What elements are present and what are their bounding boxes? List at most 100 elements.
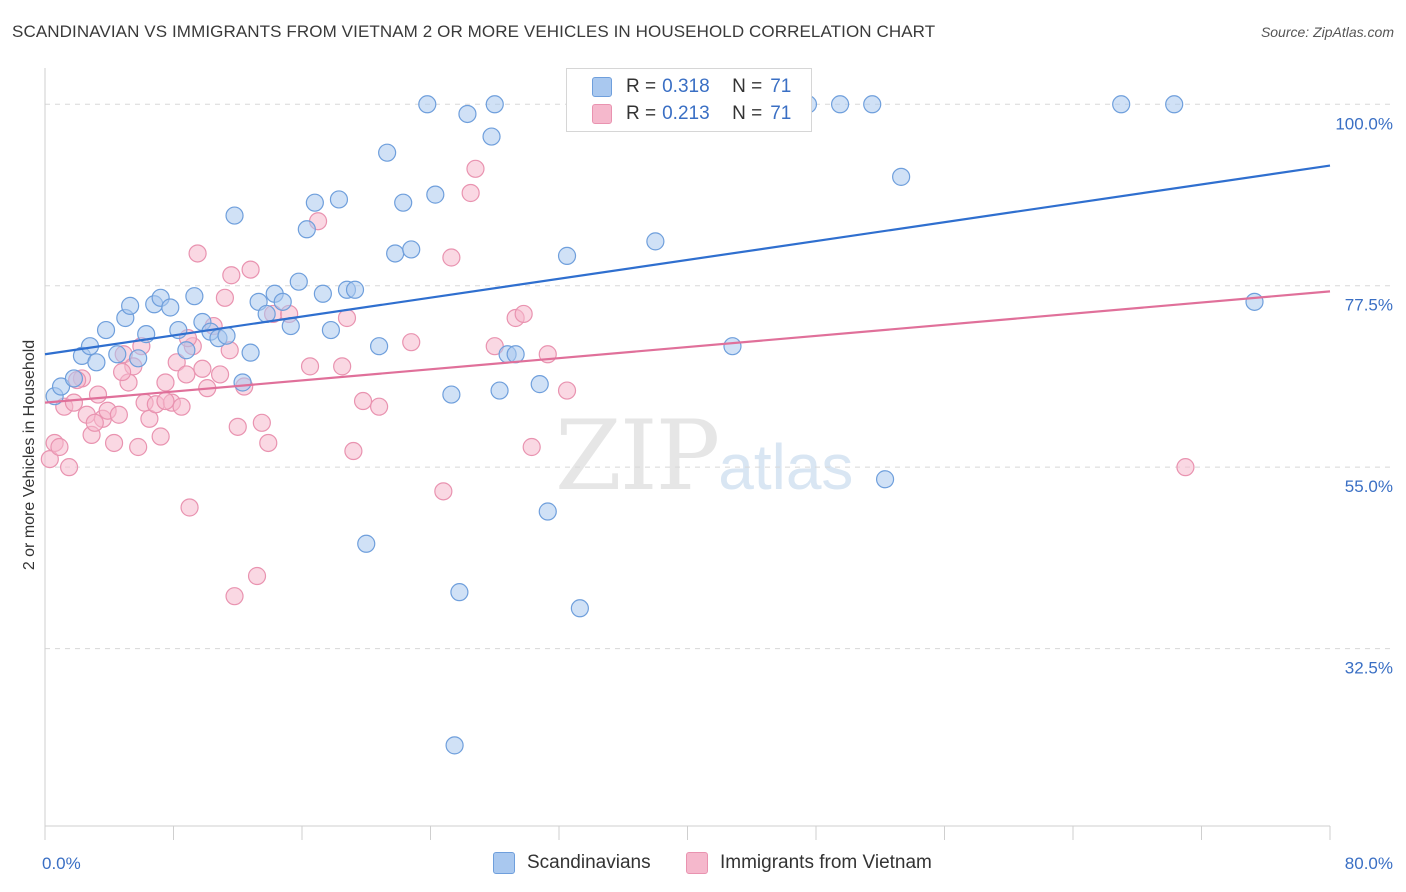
scandinavian-point xyxy=(241,343,260,362)
vietnam-point xyxy=(104,433,124,453)
y-tick-label: 32.5% xyxy=(1345,659,1393,678)
legend-n-label: N = xyxy=(732,103,763,124)
scandinavian-point xyxy=(129,349,148,368)
legend-label-scandinavians: Scandinavians xyxy=(527,852,651,873)
vietnam-point xyxy=(461,183,480,203)
scandinavian-point xyxy=(345,280,365,299)
scandinavian-point xyxy=(530,375,549,394)
watermark-zip: ZIP xyxy=(555,400,720,512)
vietnam-point xyxy=(156,373,175,392)
vietnam-point xyxy=(172,397,191,416)
chart-title: SCANDINAVIAN VS IMMIGRANTS FROM VIETNAM … xyxy=(12,22,936,41)
vietnam-point xyxy=(333,357,352,376)
scandinavian-point xyxy=(1165,95,1184,114)
legend-n-value: 71 xyxy=(770,76,792,97)
source-credit: Source: ZipAtlas.com xyxy=(1260,24,1394,40)
legend-swatch-blue xyxy=(493,852,515,874)
scandinavian-point xyxy=(394,193,413,212)
vietnam-point xyxy=(1176,458,1195,477)
legend-label-vietnam: Immigrants from Vietnam xyxy=(720,852,932,873)
vietnam-point xyxy=(522,437,541,457)
scandinavian-point xyxy=(1245,292,1264,311)
vietnam-point xyxy=(300,357,320,376)
legend-r-label: R = xyxy=(626,103,657,124)
y-axis-title: 2 or more Vehicles in Household xyxy=(21,339,38,571)
scandinavian-point xyxy=(96,320,116,340)
vietnam-point xyxy=(210,365,230,384)
scandinavian-trend-line xyxy=(44,164,1331,356)
scandinavian-point xyxy=(386,244,405,263)
vietnam-point xyxy=(177,365,196,384)
scandinavian-point xyxy=(445,736,464,755)
scandinavian-point xyxy=(442,385,461,404)
scandinavian-point xyxy=(217,326,236,345)
vietnam-point xyxy=(109,405,128,424)
scandinavian-point xyxy=(378,143,397,162)
scandinavian-point xyxy=(305,193,324,212)
vietnam-point xyxy=(156,391,175,411)
vietnam-point xyxy=(59,458,79,477)
vietnam-point xyxy=(485,337,504,356)
scandinavian-point xyxy=(482,127,501,146)
scandinavian-point xyxy=(646,232,665,251)
vietnam-point xyxy=(215,288,234,307)
scandinavian-point xyxy=(485,95,504,114)
y-tick-label: 100.0% xyxy=(1335,114,1393,133)
vietnam-point xyxy=(225,587,244,606)
vietnam-point xyxy=(64,393,84,412)
scandinavian-point xyxy=(538,502,557,521)
series-legend: Scandinavians Immigrants from Vietnam xyxy=(0,852,1406,878)
stats-legend-row-scandinavians: R = 0.318 N = 71 xyxy=(567,74,791,100)
x-tick-label: 0.0% xyxy=(42,854,81,873)
x-tick-label: 80.0% xyxy=(1345,854,1393,873)
vietnam-trend-line xyxy=(44,290,1331,404)
scandinavian-point xyxy=(321,320,341,340)
scandinavian-point xyxy=(225,206,244,225)
scandinavian-point xyxy=(313,284,332,303)
legend-item-scandinavians[interactable]: Scandinavians xyxy=(493,852,651,874)
scandinavian-point xyxy=(1112,95,1131,114)
legend-r-value: 0.318 xyxy=(662,76,710,97)
scandinavian-point xyxy=(87,353,106,372)
scandinavian-point xyxy=(723,337,742,356)
y-tick-label: 77.5% xyxy=(1345,296,1393,315)
scandinavian-point xyxy=(892,167,911,186)
legend-n-label: N = xyxy=(732,76,763,97)
vietnam-point xyxy=(353,391,373,411)
scandinavian-point xyxy=(506,345,525,364)
legend-r-value: 0.213 xyxy=(662,103,710,124)
legend-item-vietnam[interactable]: Immigrants from Vietnam xyxy=(686,852,932,874)
vietnam-point xyxy=(167,353,186,372)
scandinavian-point xyxy=(108,345,127,364)
scandinavian-point xyxy=(185,287,204,306)
vietnam-point xyxy=(434,482,453,501)
vietnam-point xyxy=(188,244,207,263)
vietnam-point xyxy=(222,266,241,285)
scandinavian-point xyxy=(370,337,389,356)
vietnam-point xyxy=(180,498,199,517)
vietnam-point xyxy=(466,159,485,178)
legend-r-label: R = xyxy=(626,76,657,97)
scandinavian-point xyxy=(557,246,577,265)
vietnam-point xyxy=(557,381,577,400)
vietnam-point xyxy=(442,248,461,267)
scandinavian-point xyxy=(426,185,445,204)
y-tick-label: 55.0% xyxy=(1345,477,1393,496)
vietnam-point xyxy=(370,397,389,416)
scandinavian-point xyxy=(357,534,376,553)
scandinavian-point xyxy=(490,381,509,400)
scandinavian-point xyxy=(830,95,850,114)
scandinavian-point xyxy=(570,599,589,618)
scandinavian-point xyxy=(863,95,882,114)
stats-legend: R = 0.318 N = 71 R = 0.213 N = 71 xyxy=(566,68,812,132)
vietnam-point xyxy=(344,441,363,461)
scandinavian-point xyxy=(289,272,308,291)
scandinavian-point xyxy=(297,220,316,239)
legend-swatch-pink xyxy=(686,852,708,874)
scandinavian-point xyxy=(450,583,469,602)
legend-n-value: 71 xyxy=(770,103,792,124)
legend-swatch-pink xyxy=(592,104,612,124)
legend-swatch-blue xyxy=(592,77,612,97)
vietnam-point xyxy=(259,433,278,453)
